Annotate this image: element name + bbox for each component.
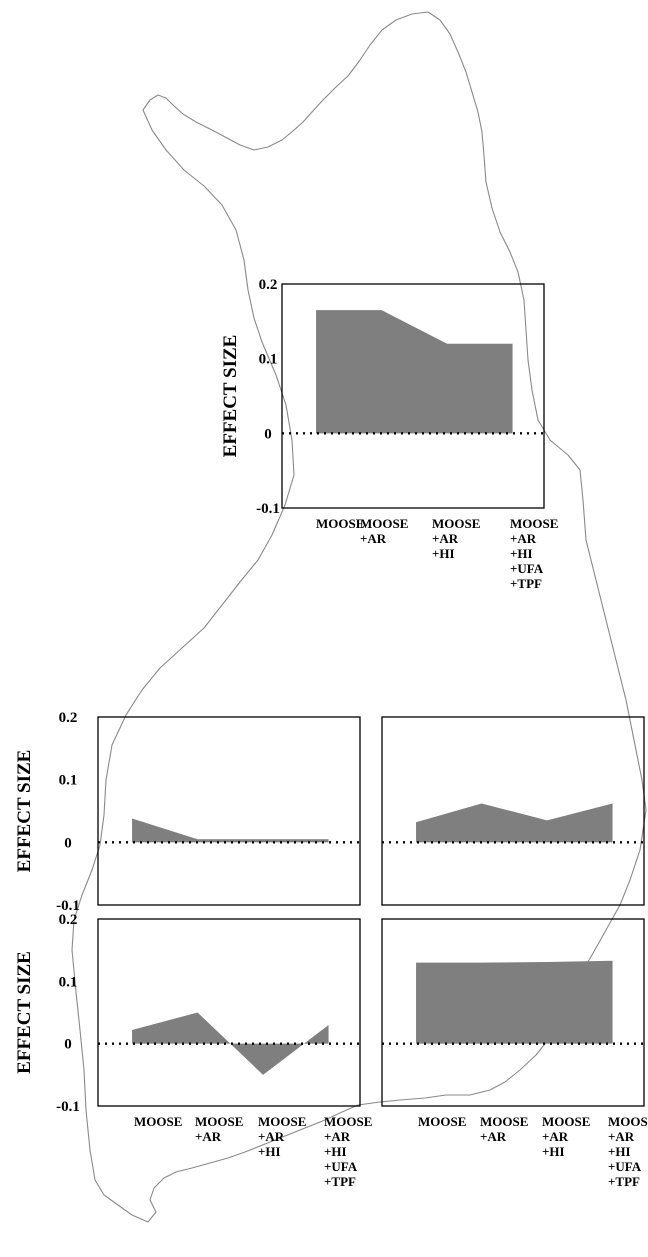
category-label-line: MOOSE [418,1114,466,1129]
y-tick-label: 0.2 [259,277,278,293]
category-label-line: MOOSE [195,1114,243,1129]
y-tick-label: 0.1 [59,773,78,789]
y-tick-label: -0.1 [56,1099,80,1115]
category-label-line: MOOSE [480,1114,528,1129]
category-label: MOOSE +AR [360,516,408,546]
category-label-line: +HI [542,1144,565,1159]
category-label: MOOSE +AR [480,1114,528,1144]
plot-frame [97,716,361,906]
effect-area [416,803,613,843]
category-label-line: +TPF [608,1174,640,1189]
category-label-line: +UFA [324,1159,358,1174]
finland-map-outline [71,11,647,1223]
category-label-line: +AR [195,1129,222,1144]
category-label-line: MOOSE [360,516,408,531]
y-tick-label: 0 [264,426,272,442]
y-tick-label: -0.1 [56,898,80,914]
effect-area [316,310,513,434]
category-label: MOOSE [134,1114,182,1129]
category-label-line: MOOSE [316,516,364,531]
effect-area [132,1012,329,1075]
category-label: MOOSE+AR+HI+UFA+TPF [324,1114,372,1189]
y-tick-label: 0.2 [59,912,78,928]
category-label-line: MOOSE [542,1114,590,1129]
category-label: MOOSE+AR+HI+UFA+TPF [608,1114,648,1189]
y-tick-label: -0.1 [256,501,280,517]
category-label-line: +AR [608,1129,635,1144]
y-axis-label: EFFECT SIZE [220,335,241,458]
category-label: MOOSE [316,516,364,531]
category-label-line: +AR [360,531,387,546]
panel-middle-right [381,716,645,906]
category-label: MOOSE +AR +HI [542,1114,590,1159]
category-label: MOOSE [418,1114,466,1129]
category-label-line: +HI [324,1144,347,1159]
category-label-line: +AR [510,531,537,546]
category-label-line: +AR [432,531,459,546]
category-label: MOOSE +AR +HI [432,516,480,561]
category-label: MOOSE +AR +HI [258,1114,306,1159]
effect-area [132,818,329,843]
category-label-line: MOOSE [510,516,558,531]
y-axis-label: EFFECT SIZE [14,951,35,1074]
category-label-line: +HI [510,546,533,561]
category-label-line: +AR [480,1129,507,1144]
y-axis-label: EFFECT SIZE [14,750,35,873]
category-label-line: MOOSE [608,1114,648,1129]
effect-area [416,960,613,1044]
category-label-line: +TPF [510,576,542,591]
category-label-line: +TPF [324,1174,356,1189]
plot-frame [281,283,545,509]
category-label-line: MOOSE [324,1114,372,1129]
plot-frame [381,716,645,906]
category-label-line: +UFA [510,561,544,576]
category-label-line: MOOSE [432,516,480,531]
plot-frame [381,918,645,1107]
category-label: MOOSE +AR [195,1114,243,1144]
category-label-line: +AR [542,1129,569,1144]
category-label-line: +HI [258,1144,281,1159]
panel-middle-left: 0.2 0.1 0 -0.1 EFFECT SIZE [14,710,361,914]
y-tick-label: 0 [64,1037,72,1053]
category-label-line: +HI [608,1144,631,1159]
y-tick-label: 0.1 [59,974,78,990]
category-label: MOOSE+AR+HI+UFA+TPF [510,516,558,591]
category-label-line: +AR [258,1129,285,1144]
y-tick-label: 0.2 [59,710,78,726]
y-tick-label: 0.1 [259,352,278,368]
category-label-line: +HI [432,546,455,561]
category-label-line: +AR [324,1129,351,1144]
panel-bottom-right: MOOSEMOOSE+ARMOOSE+AR+HIMOOSE+AR+HI+UFA+… [381,918,648,1189]
plot-frame [97,918,361,1107]
category-label-line: +UFA [608,1159,642,1174]
category-label-line: MOOSE [258,1114,306,1129]
y-tick-label: 0 [64,835,72,851]
category-label-line: MOOSE [134,1114,182,1129]
